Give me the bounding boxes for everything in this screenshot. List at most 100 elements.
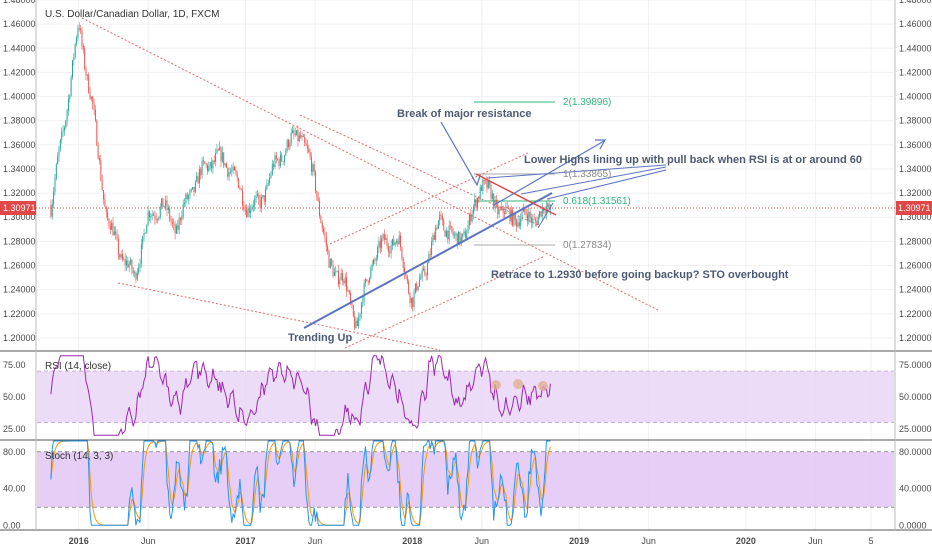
- candle-body: [54, 178, 56, 192]
- time-tick-label: Jun: [475, 536, 490, 546]
- candle-body: [410, 297, 412, 303]
- candle-body: [108, 219, 110, 226]
- candle-body: [471, 213, 473, 222]
- candle-body: [181, 216, 183, 221]
- candle-body: [63, 127, 65, 131]
- candle-body: [317, 197, 319, 202]
- stoch-tick-label-left: 0.00: [3, 520, 21, 530]
- candle-body: [316, 190, 318, 198]
- candle-body: [220, 147, 222, 162]
- dotted-downtrend-lower[interactable]: [117, 282, 441, 351]
- candle-body: [312, 164, 314, 172]
- candle-body: [502, 206, 504, 213]
- candle-body: [189, 190, 191, 196]
- annotation-break-resistance[interactable]: Break of major resistance: [397, 108, 532, 120]
- candle-body: [516, 219, 518, 227]
- candle-body: [62, 130, 64, 132]
- candle-body: [250, 209, 252, 213]
- candle-body: [120, 253, 122, 258]
- candle-body: [466, 233, 468, 239]
- candle-body: [72, 60, 73, 78]
- candle-body: [186, 194, 188, 199]
- annotation-lower-highs[interactable]: Lower Highs lining up with pull back whe…: [524, 154, 862, 166]
- candle-body: [537, 216, 539, 225]
- dotted-channel-lower[interactable]: [344, 255, 546, 349]
- rsi-line: [50, 354, 551, 436]
- candle-body: [485, 180, 487, 182]
- candle-body: [224, 163, 226, 166]
- arrow-lower-high-2[interactable]: [520, 166, 667, 195]
- trendline-up[interactable]: [303, 192, 553, 329]
- rsi-tick-label-right: 25.0000: [899, 424, 932, 434]
- candle-body: [531, 217, 532, 223]
- dotted-resistance-line[interactable]: [299, 114, 541, 227]
- time-tick-label: Jun: [641, 536, 656, 546]
- candle-body: [325, 236, 327, 246]
- candle-body: [96, 120, 98, 146]
- candle-body: [281, 154, 283, 162]
- candle-body: [117, 238, 119, 255]
- candle-body: [78, 28, 80, 29]
- candle-body: [348, 290, 350, 293]
- price-tick-label-right: 1.22000: [899, 309, 932, 319]
- candle-body: [279, 154, 281, 166]
- candle-body: [105, 206, 107, 212]
- candle-body: [104, 199, 106, 207]
- candle-body: [381, 238, 383, 249]
- candle-body: [525, 212, 527, 215]
- candle-body: [331, 259, 333, 265]
- candle-body: [505, 206, 507, 215]
- stoch-tick-label-right: 80.0000: [899, 447, 932, 457]
- candle-body: [305, 142, 307, 146]
- arrow-lower-high-3[interactable]: [546, 169, 667, 200]
- candle-body: [212, 160, 214, 169]
- candle-body: [435, 227, 437, 240]
- candle-body: [139, 263, 141, 268]
- candle-body: [65, 120, 67, 128]
- candle-body: [416, 283, 418, 291]
- candle-body: [116, 234, 118, 239]
- price-tick-label-left: 1.48000: [3, 0, 36, 5]
- candle-body: [246, 210, 248, 218]
- arrow-break-resistance[interactable]: [440, 121, 477, 184]
- dotted-channel-upper[interactable]: [329, 151, 531, 245]
- candle-body: [477, 198, 478, 208]
- candle-body: [398, 235, 400, 245]
- candle-body: [432, 234, 434, 243]
- candle-body: [174, 224, 176, 234]
- candle-body: [74, 43, 76, 57]
- candle-body: [128, 264, 130, 268]
- axis-labels: 1.48000 1.48000 1.46000 1.46000 1.44000 1.440…: [3, 0, 932, 546]
- candle-body: [234, 166, 235, 171]
- candle-body: [278, 159, 280, 166]
- candle-body: [147, 211, 149, 225]
- candle-body: [127, 260, 129, 268]
- arrow-lower-high-1[interactable]: [486, 164, 667, 179]
- rsi-marker-2: [513, 379, 523, 389]
- candle-body: [204, 161, 206, 165]
- stoch-tick-label-left: 80.00: [3, 447, 26, 457]
- candle-body: [508, 207, 510, 209]
- candle-body: [536, 220, 538, 225]
- price-tag-left-text: 1.30971: [3, 203, 36, 213]
- candle-body: [180, 218, 181, 221]
- candle-body: [382, 234, 384, 239]
- candle-body: [482, 179, 484, 191]
- candle-body: [495, 199, 497, 204]
- time-tick-label: 2019: [569, 536, 589, 546]
- candle-body: [463, 231, 465, 234]
- rsi-tick-label-left: 25.00: [3, 424, 26, 434]
- candle-body: [310, 157, 312, 172]
- annotation-trending-up[interactable]: Trending Up: [288, 332, 352, 344]
- candle-body: [158, 216, 160, 220]
- candle-body: [119, 254, 121, 258]
- candle-body: [417, 286, 419, 291]
- arrow-retrace[interactable]: [537, 202, 554, 229]
- annotation-retrace[interactable]: Retrace to 1.2930 before going backup? S…: [491, 269, 789, 281]
- candle-body: [487, 181, 489, 189]
- candle-body: [335, 271, 337, 272]
- candle-body: [319, 201, 321, 217]
- lower-highs-line[interactable]: [475, 173, 557, 216]
- candle-body: [157, 219, 159, 220]
